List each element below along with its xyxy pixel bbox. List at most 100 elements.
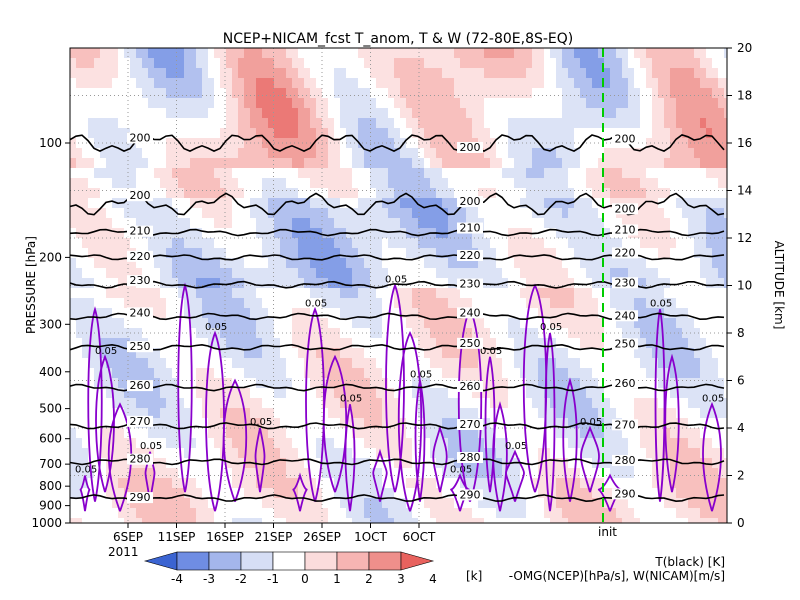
anomaly-cell — [442, 128, 448, 138]
anomaly-cell — [436, 338, 442, 348]
anomaly-cell — [112, 388, 118, 398]
anomaly-cell — [478, 48, 484, 58]
anomaly-cell — [376, 118, 382, 128]
anomaly-cell — [250, 468, 256, 478]
anomaly-cell — [430, 118, 436, 128]
anomaly-cell — [514, 348, 520, 358]
anomaly-cell — [568, 158, 574, 168]
anomaly-cell — [178, 478, 184, 488]
anomaly-cell — [292, 78, 298, 88]
anomaly-cell — [268, 208, 274, 218]
temperature-contour-label: 270 — [130, 415, 151, 428]
anomaly-cell — [520, 148, 526, 158]
anomaly-cell — [340, 118, 346, 128]
anomaly-cell — [484, 158, 490, 168]
omega-contour — [344, 404, 356, 512]
anomaly-cell — [460, 128, 466, 138]
anomaly-cell — [478, 268, 484, 278]
anomaly-cell — [556, 508, 562, 518]
anomaly-cell — [316, 278, 322, 288]
anomaly-cell — [268, 98, 274, 108]
anomaly-cell — [286, 278, 292, 288]
anomaly-cell — [298, 328, 304, 338]
anomaly-cell — [94, 118, 100, 128]
anomaly-cell — [370, 98, 376, 108]
anomaly-cell — [232, 428, 238, 438]
anomaly-cell — [574, 108, 580, 118]
anomaly-cell — [592, 258, 598, 268]
anomaly-cell — [616, 78, 622, 88]
contour-label-bg — [612, 247, 638, 259]
anomaly-cell — [508, 318, 514, 328]
anomaly-cell — [88, 48, 94, 58]
anomaly-cell — [574, 88, 580, 98]
anomaly-cell — [520, 88, 526, 98]
anomaly-cell — [664, 428, 670, 438]
anomaly-cell — [430, 198, 436, 208]
anomaly-cell — [202, 268, 208, 278]
anomaly-cell — [412, 238, 418, 248]
anomaly-cell — [502, 88, 508, 98]
anomaly-cell — [490, 278, 496, 288]
anomaly-cell — [394, 228, 400, 238]
anomaly-cell — [664, 58, 670, 68]
anomaly-cell — [388, 508, 394, 518]
anomaly-cell — [160, 428, 166, 438]
anomaly-cell — [190, 48, 196, 58]
anomaly-cell — [376, 178, 382, 188]
anomaly-cell — [412, 288, 418, 298]
anomaly-cell — [172, 388, 178, 398]
anomaly-cell — [592, 78, 598, 88]
pressure-tick-label: 600 — [39, 432, 62, 446]
anomaly-cell — [604, 518, 610, 523]
anomaly-cell — [646, 198, 652, 208]
anomaly-cell — [172, 498, 178, 508]
anomaly-cell — [304, 198, 310, 208]
anomaly-cell — [706, 198, 712, 208]
anomaly-cell — [724, 488, 727, 498]
anomaly-cell — [706, 108, 712, 118]
altitude-tick-label: 8 — [737, 326, 745, 340]
anomaly-cell — [292, 318, 298, 328]
anomaly-cell — [472, 388, 478, 398]
x-tick-label: 1OCT — [354, 530, 387, 544]
anomaly-cell — [196, 108, 202, 118]
anomaly-cell — [700, 518, 706, 523]
anomaly-cell — [670, 468, 676, 478]
anomaly-cell — [196, 368, 202, 378]
anomaly-cell — [400, 238, 406, 248]
anomaly-cell — [610, 58, 616, 68]
anomaly-cell — [88, 358, 94, 368]
anomaly-cell — [310, 88, 316, 98]
anomaly-cell — [178, 138, 184, 148]
anomaly-cell — [424, 78, 430, 88]
anomaly-cell — [406, 438, 412, 448]
anomaly-cell — [652, 118, 658, 128]
anomaly-cell — [640, 158, 646, 168]
anomaly-cell — [82, 318, 88, 328]
anomaly-cell — [658, 138, 664, 148]
anomaly-cell — [616, 498, 622, 508]
anomaly-cell — [298, 88, 304, 98]
anomaly-cell — [118, 458, 124, 468]
anomaly-cell — [382, 128, 388, 138]
anomaly-cell — [676, 388, 682, 398]
anomaly-cell — [160, 308, 166, 318]
anomaly-cell — [130, 448, 136, 458]
anomaly-cell — [520, 238, 526, 248]
anomaly-cell — [526, 168, 532, 178]
anomaly-cell — [394, 58, 400, 68]
anomaly-cell — [478, 468, 484, 478]
anomaly-cell — [406, 448, 412, 458]
anomaly-cell — [616, 508, 622, 518]
anomaly-cell — [478, 438, 484, 448]
anomaly-cell — [280, 48, 286, 58]
anomaly-cell — [604, 448, 610, 458]
omega-contour — [87, 306, 103, 502]
anomaly-cell — [226, 128, 232, 138]
anomaly-cell — [706, 88, 712, 98]
anomaly-cell — [244, 108, 250, 118]
anomaly-cell — [118, 438, 124, 448]
anomaly-cell — [280, 228, 286, 238]
anomaly-cell — [124, 348, 130, 358]
